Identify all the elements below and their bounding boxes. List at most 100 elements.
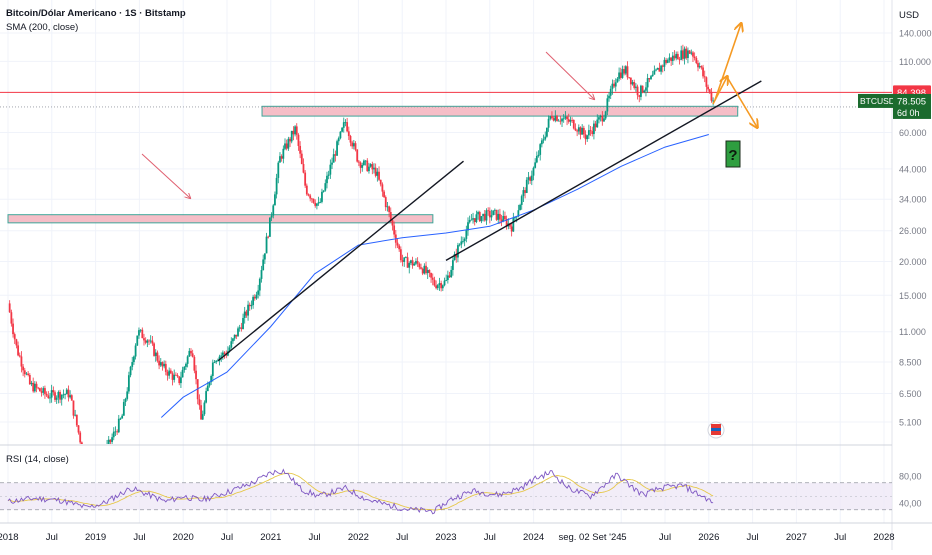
candle-body (564, 116, 567, 119)
time-tick-label: 2023 (435, 532, 456, 543)
candle-body (116, 431, 119, 433)
candle-body (304, 172, 307, 186)
candle-body (8, 303, 11, 313)
candle-body (363, 160, 365, 165)
candle-body (126, 391, 129, 399)
price-zone[interactable] (7, 214, 434, 224)
candle-body (572, 119, 575, 129)
candle-body (499, 213, 501, 220)
candle-body (653, 70, 656, 75)
candle-body (200, 405, 202, 420)
price-tick-label: 6.500 (899, 389, 922, 399)
candle-body (581, 127, 584, 135)
candle-body (154, 352, 157, 356)
candle-body (141, 329, 144, 339)
candle-body (193, 356, 196, 371)
candle-body (258, 278, 261, 291)
candle-body (441, 285, 444, 289)
candle-body (341, 127, 343, 132)
candle-body (205, 391, 208, 403)
candle-body (285, 143, 288, 149)
time-tick-label: 25 (616, 532, 627, 543)
candle-body (393, 225, 396, 235)
candle-body (50, 390, 53, 398)
candle-body (675, 53, 678, 59)
candle-body (42, 388, 45, 393)
candle-body (299, 145, 302, 154)
candle-body (599, 115, 602, 118)
candle-body (295, 126, 298, 135)
candle-body (144, 340, 147, 343)
candle-body (186, 356, 189, 364)
candle-body (418, 263, 421, 268)
candle-body (428, 269, 431, 273)
candle-body (576, 130, 579, 132)
candle-body (247, 304, 249, 316)
candle-body (180, 377, 182, 384)
currency-button[interactable]: USD (895, 4, 923, 24)
trendline[interactable] (445, 80, 762, 261)
candle-body (216, 360, 219, 362)
candle-body (566, 116, 568, 120)
candle-body (206, 385, 209, 392)
candle-body (485, 210, 488, 221)
candle-body (512, 217, 515, 232)
price-tick-label: 140.000 (899, 29, 932, 39)
candle-body (272, 205, 275, 216)
candle-body (122, 402, 125, 416)
candle-body (524, 190, 526, 193)
candle-body (468, 220, 471, 223)
candle-body (425, 265, 427, 274)
rsi-pane: RSI (14, close) (0, 454, 892, 515)
candle-body (411, 260, 414, 266)
candle-body (178, 376, 181, 384)
candle-body (17, 345, 19, 356)
candle-body (138, 330, 140, 336)
candle-body (218, 356, 221, 361)
candle-body (525, 179, 528, 193)
candle-body (594, 123, 597, 128)
candle-body (495, 209, 498, 220)
bar-countdown: 6d 0h (897, 108, 920, 118)
candle-body (493, 209, 496, 211)
candle-body (169, 370, 172, 374)
candle-body (529, 177, 532, 181)
candle-body (534, 162, 537, 168)
pink-arrow-left (141, 153, 190, 198)
candle-body (403, 257, 406, 262)
time-tick-label: Jul (133, 532, 145, 543)
candle-body (127, 375, 130, 392)
flag-icon[interactable] (707, 421, 725, 439)
candle-body (628, 77, 631, 79)
time-tick-label: 2026 (698, 532, 719, 543)
candle-body (540, 140, 543, 145)
candle-body (309, 195, 312, 199)
candle-body (23, 370, 26, 375)
candle-body (614, 82, 617, 87)
candle-body (381, 184, 384, 192)
candle-body (457, 245, 459, 258)
candle-body (386, 206, 389, 208)
candle-body (136, 335, 139, 346)
candle-body (703, 76, 706, 78)
candle-body (415, 261, 417, 264)
candle-body (670, 57, 673, 61)
candle-body (668, 57, 671, 61)
candle-body (35, 383, 38, 388)
candle-body (280, 156, 283, 159)
candle-body (532, 167, 535, 176)
price-tick-label: 110.000 (899, 57, 931, 67)
trendline[interactable] (217, 160, 464, 362)
candle-body (166, 371, 169, 376)
candle-body (30, 382, 33, 385)
candle-body (687, 50, 689, 59)
candle-body (13, 334, 16, 340)
candle-body (477, 212, 479, 215)
price-zone[interactable] (261, 105, 739, 117)
candle-body (621, 69, 624, 78)
candle-body (64, 394, 66, 395)
candle-body (232, 338, 234, 342)
candle-body (339, 131, 342, 139)
candle-body (20, 356, 23, 367)
